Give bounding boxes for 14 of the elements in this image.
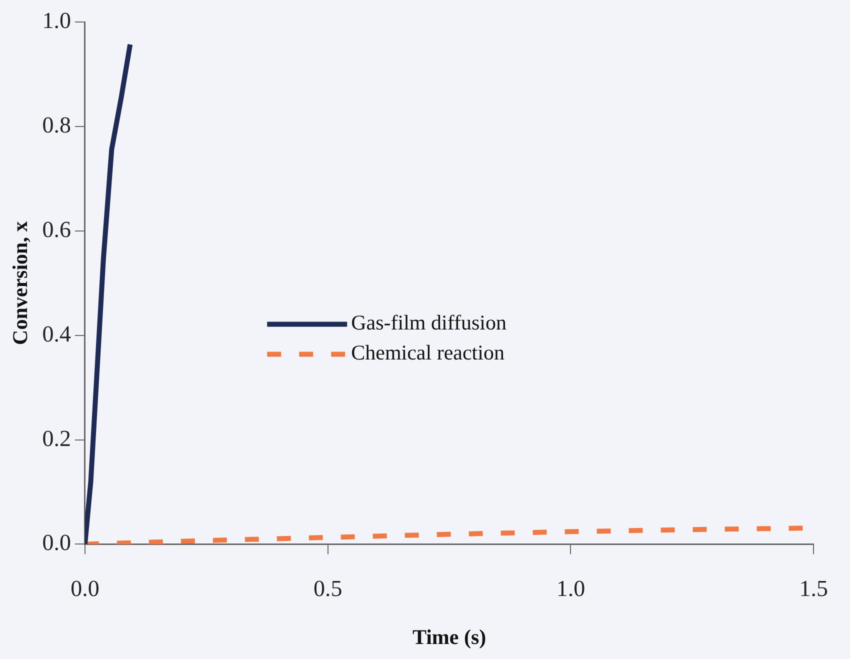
x-tick-label: 1.5 bbox=[799, 576, 828, 602]
x-tick-label: 0.0 bbox=[70, 576, 100, 602]
legend-label: Gas-film diffusion bbox=[351, 310, 507, 335]
legend-label: Chemical reaction bbox=[351, 340, 505, 365]
x-tick-label: 0.5 bbox=[313, 576, 342, 602]
y-tick-label: 0.2 bbox=[42, 426, 71, 451]
y-axis-title: Conversion, x bbox=[8, 220, 32, 345]
x-tick-label: 1.0 bbox=[556, 576, 586, 602]
y-tick-label: 1.0 bbox=[42, 8, 71, 34]
y-tick-label: 0.8 bbox=[42, 112, 71, 138]
x-axis-title: Time (s) bbox=[412, 624, 486, 649]
y-tick-label: 0.6 bbox=[42, 216, 71, 242]
y-tick-label: 0.4 bbox=[42, 321, 72, 346]
y-tick-label: 0.0 bbox=[42, 530, 71, 556]
